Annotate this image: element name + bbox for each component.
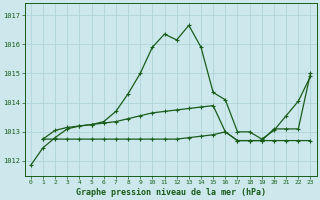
X-axis label: Graphe pression niveau de la mer (hPa): Graphe pression niveau de la mer (hPa) [76, 188, 266, 197]
